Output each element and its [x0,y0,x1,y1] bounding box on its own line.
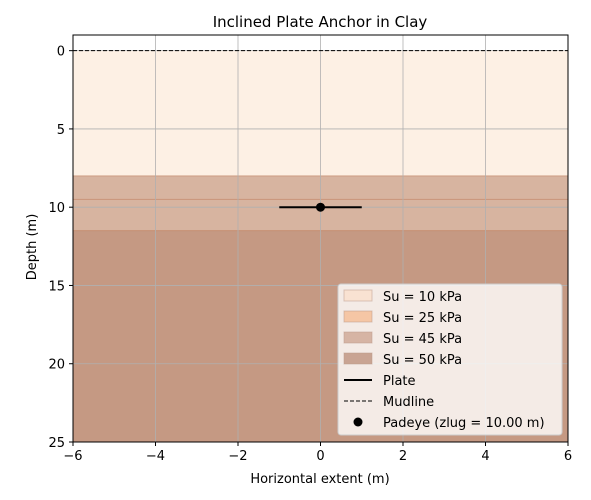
legend-label-5: Plate [383,374,416,389]
legend: Su = 10 kPa Su = 25 kPa Su = 45 kPa Su = 50… [337,283,563,436]
y-tick-label-1: 5 [57,123,65,138]
legend-label-3: Su = 45 kPa [383,332,462,347]
x-tick-label-5: 4 [481,449,489,464]
y-tick-label-5: 25 [48,436,65,451]
legend-label-6: Mudline [383,395,434,410]
x-tick-label-4: 2 [399,449,407,464]
x-tick-label-3: 0 [316,449,324,464]
legend-label-1: Su = 10 kPa [383,290,462,305]
x-tick-label-1: −4 [146,449,165,464]
legend-box [337,283,563,436]
legend-swatch-4 [343,352,373,365]
y-tick-label-0: 0 [57,45,65,60]
legend-label-7: Padeye (zlug = 10.00 m) [383,416,545,431]
y-tick-label-2: 10 [48,201,65,216]
legend-label-4: Su = 50 kPa [383,353,462,368]
chart-title: Inclined Plate Anchor in Clay [213,13,428,31]
legend-swatch-1 [343,289,373,302]
padeye-point [316,202,325,212]
legend-swatch-3 [343,331,373,344]
x-axis-ticks: −6 −4 −2 0 2 4 6 [63,442,572,464]
plot-marks [73,50,568,212]
x-tick-label-0: −6 [63,449,82,464]
legend-label-2: Su = 25 kPa [383,311,462,326]
y-axis-ticks: 0 5 10 15 20 25 [48,45,73,451]
x-tick-label-6: 6 [564,449,572,464]
x-axis-label: Horizontal extent (m) [250,472,389,487]
y-tick-label-4: 20 [48,358,65,373]
legend-swatch-2 [343,310,373,323]
legend-padeye-marker [353,417,363,427]
y-axis-label: Depth (m) [25,214,40,281]
y-tick-label-3: 15 [48,279,65,294]
x-tick-label-2: −2 [228,449,247,464]
